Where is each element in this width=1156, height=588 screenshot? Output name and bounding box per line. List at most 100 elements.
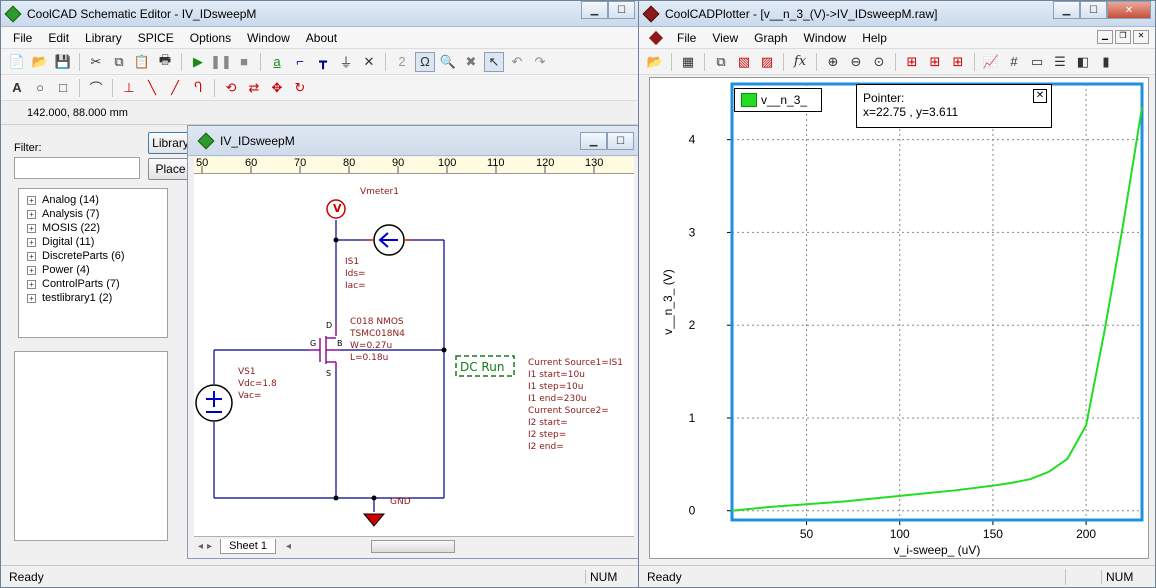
expand-icon[interactable]: + [27, 237, 36, 247]
mdi-restore-button[interactable]: ❐ [1115, 30, 1131, 44]
minimize-button[interactable]: ▁ [581, 1, 608, 19]
annotate-icon[interactable]: 2 [398, 54, 406, 69]
copy-icon[interactable]: ⧉ [716, 53, 726, 69]
fill-icon[interactable]: ▮ [1102, 53, 1110, 69]
open-icon[interactable]: 📂 [31, 53, 49, 69]
circle-tool-icon[interactable]: ○ [36, 80, 44, 95]
save-icon[interactable]: 💾 [54, 53, 72, 69]
maximize-button[interactable]: ☐ [608, 1, 635, 19]
tree-item[interactable]: + DiscreteParts (6) [27, 249, 167, 263]
label-icon[interactable]: a [273, 54, 281, 69]
plotter-titlebar[interactable]: CoolCADPlotter - [v__n_3_(V)->IV_IDsweep… [639, 1, 1155, 27]
flip-icon[interactable]: ⇄ [248, 79, 260, 95]
nmos-symbol[interactable] [308, 324, 340, 370]
menu-file[interactable]: File [13, 30, 33, 45]
line-chart[interactable]: 50 100 150 200 0 1 2 3 4 v_i-sweep_ (uV) v__n_3_ (… [650, 78, 1150, 560]
menu-spice[interactable]: SPICE [137, 30, 174, 45]
zoom-icon[interactable]: 🔍 [439, 53, 457, 69]
plotter-maximize-button[interactable]: ☐ [1080, 1, 1107, 19]
y-axis-icon[interactable]: ⊞ [929, 53, 941, 69]
expand-icon[interactable]: + [27, 293, 36, 303]
expand-icon[interactable]: + [27, 195, 36, 205]
menu-graph[interactable]: Graph [754, 30, 788, 45]
no-connect-icon[interactable]: ✕ [363, 53, 375, 69]
color-icon[interactable]: ◧ [1076, 53, 1090, 69]
zoom-in-icon[interactable]: ⊕ [827, 53, 839, 69]
rect-tool-icon[interactable]: □ [59, 80, 67, 95]
expand-icon[interactable]: + [27, 279, 36, 289]
cut-icon[interactable]: ✂ [90, 53, 102, 69]
menu-window[interactable]: Window [247, 30, 290, 45]
schematic-editor-titlebar[interactable]: CoolCAD Schematic Editor - IV_IDsweepM ▁… [1, 1, 639, 27]
pause-icon[interactable]: ❚❚ [210, 53, 232, 69]
grid-icon[interactable]: # [1010, 54, 1018, 69]
refresh-icon[interactable]: ↻ [294, 79, 306, 95]
tree-item[interactable]: + Analysis (7) [27, 207, 167, 221]
menu-help[interactable]: Help [862, 30, 887, 45]
add-trace-icon[interactable]: ▧ [737, 53, 751, 69]
tree-item[interactable]: + Digital (11) [27, 235, 167, 249]
mdi-close-button[interactable]: ✕ [1133, 30, 1149, 44]
place-button[interactable]: Place [148, 158, 193, 180]
arc-tool-icon[interactable]: ⌒ [89, 81, 103, 96]
function-icon[interactable]: fx [793, 54, 807, 69]
menu-file[interactable]: File [677, 30, 697, 45]
ground-icon[interactable]: ⏚ [339, 55, 353, 70]
hscroll-thumb[interactable] [371, 540, 456, 553]
run-icon[interactable]: ▶ [193, 53, 203, 69]
expand-icon[interactable]: + [27, 209, 36, 219]
wire-icon[interactable]: ⌐ [296, 54, 304, 69]
pointer-close-icon[interactable]: ✕ [1033, 89, 1047, 103]
pin-tool-icon[interactable]: ⊥ [123, 79, 135, 95]
ground-symbol[interactable] [362, 513, 386, 527]
voltage-source-symbol[interactable] [195, 384, 233, 422]
hscroll-left-icon[interactable]: ◂ [285, 541, 292, 552]
list-icon[interactable]: ☰ [1054, 53, 1066, 69]
diag-line-tool-icon[interactable]: ╱ [171, 79, 179, 95]
x-axis-icon[interactable]: ⊞ [906, 53, 918, 69]
pointer-icon[interactable]: ↖ [484, 51, 504, 72]
move-icon[interactable]: ✥ [271, 79, 283, 95]
step-line-tool-icon[interactable]: Ⴄ [194, 79, 202, 95]
expand-icon[interactable]: + [27, 223, 36, 233]
vmeter-probe[interactable] [326, 199, 346, 219]
expand-icon[interactable]: + [27, 251, 36, 261]
page-icon[interactable]: ▭ [1030, 53, 1044, 69]
stop-icon[interactable]: ■ [240, 54, 248, 69]
zoom-fit-icon[interactable]: ⊙ [873, 53, 885, 69]
print-icon[interactable]: 🖶 [158, 51, 172, 67]
junction-icon[interactable]: ┳ [319, 53, 327, 69]
open-icon[interactable]: 📂 [646, 53, 664, 69]
expand-icon[interactable]: + [27, 265, 36, 275]
line-tool-icon[interactable]: ╲ [148, 79, 156, 95]
zoom-out-icon[interactable]: ⊖ [850, 53, 862, 69]
autoscale-icon[interactable]: 📈 [982, 53, 1000, 69]
undo-icon[interactable]: ↶ [511, 53, 523, 69]
text-tool-icon[interactable]: A [12, 80, 22, 95]
sheet-tab[interactable]: Sheet 1 [220, 539, 276, 554]
remove-trace-icon[interactable]: ▨ [760, 53, 774, 69]
rotate-icon[interactable]: ⟲ [225, 79, 237, 95]
legend[interactable]: v__n_3_ [734, 88, 822, 112]
child-maximize-button[interactable]: ☐ [607, 132, 634, 150]
sheet-nav-right-icon[interactable]: ▸ [207, 541, 213, 552]
menu-window[interactable]: Window [803, 30, 847, 45]
paste-icon[interactable]: 📋 [133, 53, 151, 69]
plotter-minimize-button[interactable]: ▁ [1053, 1, 1080, 19]
dc-run-box[interactable] [455, 355, 515, 377]
new-icon[interactable]: 📄 [8, 53, 26, 69]
schematic-canvas[interactable]: V Vmeter1 IS1 Ids= Iac= C018 NMOS TSMC01… [194, 174, 634, 536]
menu-view[interactable]: View [712, 30, 739, 45]
mdi-minimize-button[interactable]: ▁ [1097, 30, 1113, 44]
copy-icon[interactable]: ⧉ [114, 53, 124, 69]
tree-item[interactable]: + Power (4) [27, 263, 167, 277]
schematic-child-titlebar[interactable]: IV_IDsweepM ▁ ☐ [188, 126, 638, 156]
delete-icon[interactable]: ✖ [465, 53, 477, 69]
ohm-icon[interactable]: Ω [415, 51, 435, 72]
child-minimize-button[interactable]: ▁ [580, 132, 607, 150]
plotter-close-button[interactable]: ✕ [1107, 1, 1151, 19]
redo-icon[interactable]: ↷ [534, 53, 546, 69]
tree-item[interactable]: + testlibrary1 (2) [27, 291, 167, 305]
tree-item[interactable]: + Analog (14) [27, 193, 167, 207]
table-icon[interactable]: ▦ [681, 53, 695, 69]
